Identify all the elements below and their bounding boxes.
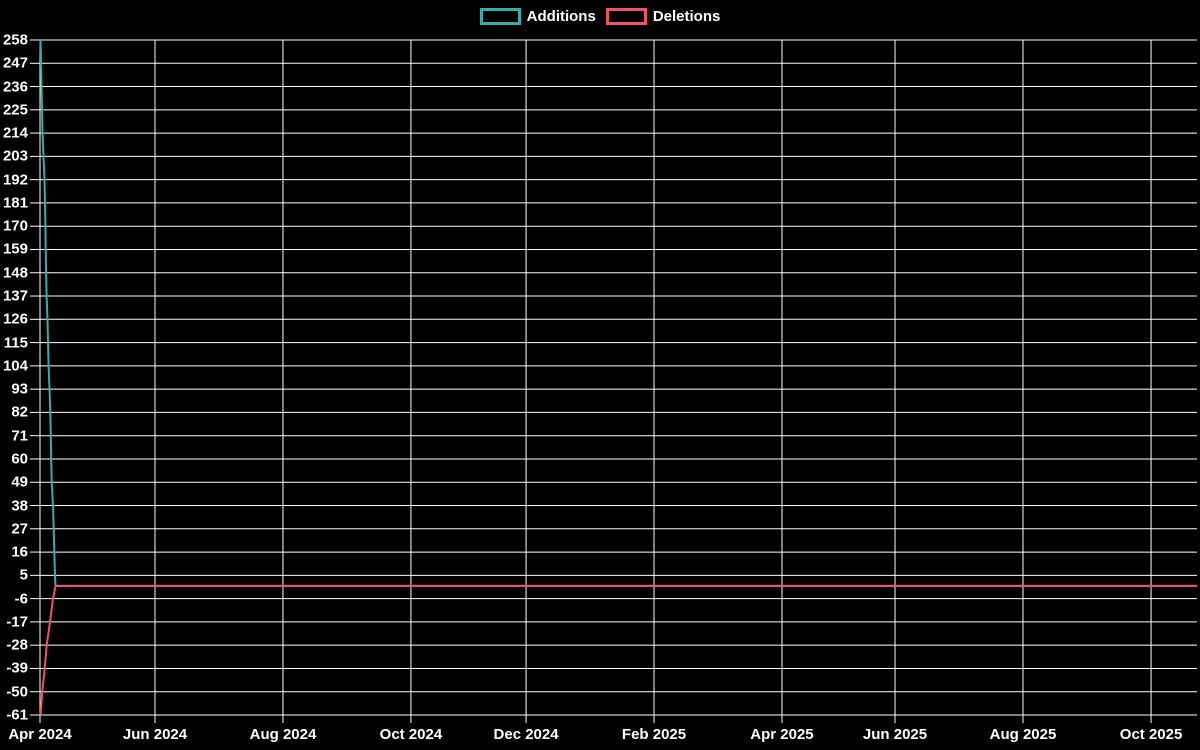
x-tick-label: Oct 2024 bbox=[379, 726, 443, 743]
y-tick-label: 27 bbox=[11, 520, 28, 538]
deletions-swatch-icon bbox=[605, 8, 647, 25]
y-tick-label: 126 bbox=[2, 310, 28, 328]
y-tick-label: 214 bbox=[2, 124, 28, 142]
y-tick-label: 16 bbox=[11, 543, 28, 561]
legend-item-additions[interactable]: Additions bbox=[479, 8, 596, 25]
y-tick-label: 71 bbox=[11, 427, 28, 445]
y-tick-label: 104 bbox=[2, 357, 28, 375]
series-line-additions bbox=[39, 39, 1197, 587]
y-tick-label: -50 bbox=[6, 683, 28, 701]
legend-item-deletions[interactable]: Deletions bbox=[605, 8, 721, 25]
y-tick-label: 60 bbox=[11, 450, 28, 468]
y-tick-label: 203 bbox=[2, 147, 28, 165]
y-tick-label: 247 bbox=[2, 54, 28, 72]
y-tick-label: 5 bbox=[19, 566, 28, 584]
y-tick-label: -61 bbox=[6, 706, 28, 724]
y-tick-label: 148 bbox=[2, 264, 28, 282]
y-tick-label: 38 bbox=[11, 497, 28, 515]
y-tick-label: 181 bbox=[2, 194, 28, 212]
legend-label-additions: Additions bbox=[526, 8, 596, 25]
y-tick-label: 225 bbox=[2, 101, 28, 119]
x-tick-label: Jun 2025 bbox=[862, 726, 928, 743]
x-tick-label: Feb 2025 bbox=[621, 726, 687, 743]
x-tick-label: Oct 2025 bbox=[1119, 726, 1183, 743]
y-tick-label: 93 bbox=[11, 380, 28, 398]
x-tick-label: Dec 2024 bbox=[493, 726, 559, 743]
y-tick-label: 137 bbox=[2, 287, 28, 305]
x-tick-label: Aug 2024 bbox=[249, 726, 317, 743]
chart-legend: Additions Deletions bbox=[0, 8, 1200, 25]
y-tick-label: 49 bbox=[11, 473, 28, 491]
y-tick-label: -28 bbox=[6, 636, 28, 654]
y-tick-label: 159 bbox=[2, 240, 28, 258]
y-tick-label: 192 bbox=[2, 171, 28, 189]
series-line-deletions bbox=[39, 584, 1197, 716]
x-tick-label: Aug 2025 bbox=[989, 726, 1057, 743]
x-tick-label: Apr 2024 bbox=[8, 726, 72, 743]
y-tick-label: 170 bbox=[2, 217, 28, 235]
y-tick-label: 115 bbox=[3, 334, 28, 352]
y-tick-label: -6 bbox=[14, 590, 28, 608]
additions-swatch-icon bbox=[479, 8, 521, 25]
y-tick-label: 236 bbox=[2, 78, 28, 96]
x-tick-label: Apr 2025 bbox=[750, 726, 814, 743]
y-tick-label: 82 bbox=[11, 403, 28, 421]
y-tick-label: -17 bbox=[6, 613, 28, 631]
y-tick-label: 258 bbox=[2, 31, 28, 49]
y-tick-label: -39 bbox=[6, 659, 28, 677]
legend-label-deletions: Deletions bbox=[652, 8, 721, 25]
x-tick-label: Jun 2024 bbox=[122, 726, 188, 743]
